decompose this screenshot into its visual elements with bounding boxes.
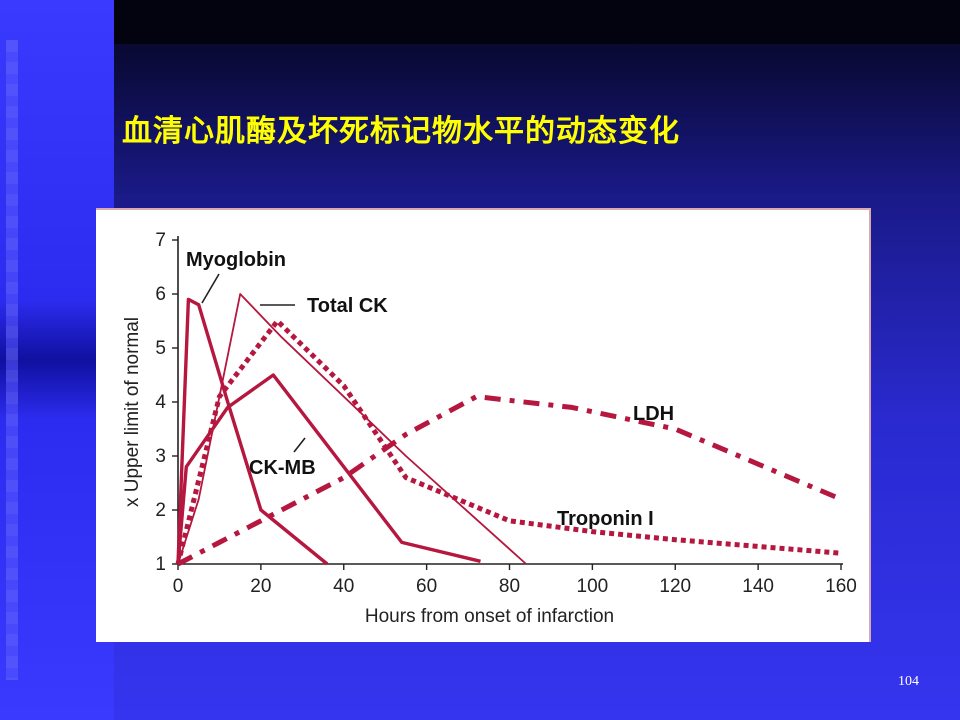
enzyme-chart: 1 2 3 4 5 6 7 0 20 40 60 80 100 120 140 160 Hours from o… xyxy=(122,230,857,627)
x-tick-label-120: 120 xyxy=(659,576,691,597)
series-line-troponin-i xyxy=(175,318,842,565)
x-tick-label-60: 60 xyxy=(416,576,437,597)
y-tick-label-5: 5 xyxy=(155,338,166,359)
series-line-ck-mb xyxy=(176,373,481,565)
x-tick-label-80: 80 xyxy=(499,576,520,597)
x-tick-label-0: 0 xyxy=(173,576,184,597)
y-tick-label-3: 3 xyxy=(155,446,166,467)
series-label-ck-mb: CK-MB xyxy=(249,457,316,479)
x-tick-label-140: 140 xyxy=(742,576,774,597)
x-tick-label-40: 40 xyxy=(333,576,354,597)
series-label-total-ck: Total CK xyxy=(307,295,388,317)
top-bar xyxy=(114,0,960,44)
y-tick-label-7: 7 xyxy=(155,230,166,251)
leader-ck-mb xyxy=(293,437,306,453)
series-label-troponin-i: Troponin I xyxy=(557,508,654,530)
x-tick-label-100: 100 xyxy=(577,576,609,597)
series-label-myoglobin: Myoglobin xyxy=(186,249,286,271)
y-axis-label: x Upper limit of normal xyxy=(122,317,143,507)
series-label-ldh: LDH xyxy=(633,403,674,425)
left-decor-stripe xyxy=(0,0,114,720)
decor-squares xyxy=(6,40,24,680)
y-tick-label-6: 6 xyxy=(155,284,166,305)
y-tick-label-1: 1 xyxy=(155,554,166,575)
page-number: 104 xyxy=(898,674,919,689)
y-tick-label-4: 4 xyxy=(155,392,166,413)
x-axis-label: Hours from onset of infarction xyxy=(365,606,614,627)
series-line-ldh xyxy=(176,394,842,567)
series-line-myoglobin xyxy=(176,297,329,566)
slide-title: 血清心肌酶及坏死标记物水平的动态变化 xyxy=(122,114,680,149)
chart-panel: 1 2 3 4 5 6 7 0 20 40 60 80 100 120 140 160 Hours from o… xyxy=(96,208,871,642)
series-line-total-ck xyxy=(177,293,527,565)
y-tick-label-2: 2 xyxy=(155,500,166,521)
leader-myoglobin xyxy=(201,273,220,304)
x-tick-label-160: 160 xyxy=(825,576,857,597)
x-tick-label-20: 20 xyxy=(250,576,271,597)
